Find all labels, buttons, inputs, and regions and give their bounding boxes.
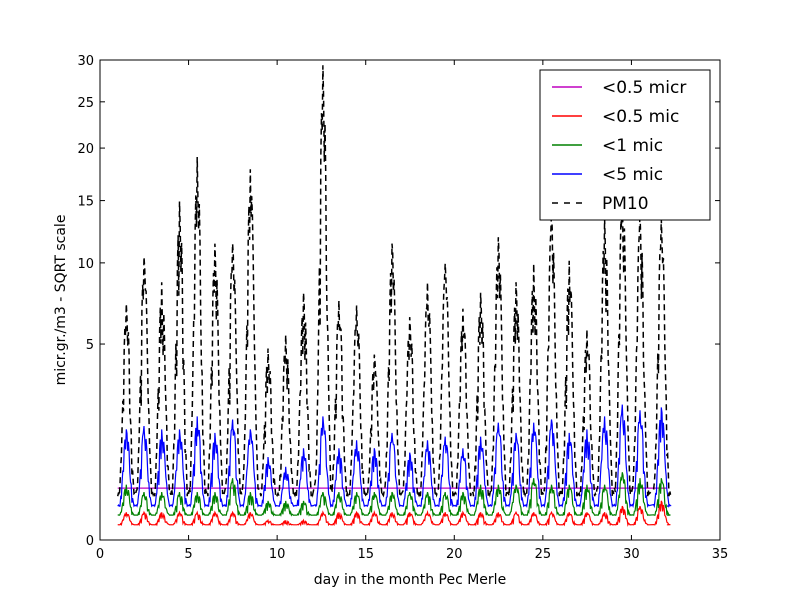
x-tick-label: 25 (535, 547, 552, 562)
x-tick-label: 15 (357, 547, 374, 562)
y-axis-label: micr.gr./m3 - SQRT scale (53, 215, 69, 386)
y-tick-label: 10 (77, 257, 94, 272)
legend-label: <0.5 mic (602, 107, 679, 127)
x-tick-label: 0 (96, 547, 104, 562)
y-tick-label: 30 (77, 54, 94, 69)
series-line-pm10 (116, 65, 672, 498)
x-tick-label: 20 (446, 547, 463, 562)
series-line-lt05-mic (117, 500, 671, 527)
x-tick-label: 5 (184, 547, 192, 562)
x-axis-label: day in the month Pec Merle (314, 572, 506, 588)
y-tick-label: 20 (77, 142, 94, 157)
legend-label: PM10 (602, 194, 649, 214)
y-tick-label: 0 (86, 534, 94, 549)
series-layer (116, 65, 672, 527)
legend-label: <1 mic (602, 136, 663, 156)
x-tick-label: 30 (623, 547, 640, 562)
series-line-lt1-mic (117, 472, 671, 518)
x-tick-label: 10 (269, 547, 286, 562)
y-tick-label: 5 (86, 338, 94, 353)
axes-layer: 0 5 10 15 20 25 30 35 0 5 10 15 20 25 30 (77, 54, 728, 562)
plot-frame (99, 59, 721, 541)
legend: <0.5 micr <0.5 mic <1 mic <5 mic PM10 (539, 69, 711, 221)
y-tick-label: 15 (77, 195, 94, 210)
legend-label: <0.5 micr (602, 78, 686, 98)
series-line-lt5-mic (117, 404, 672, 509)
y-tick-label: 25 (77, 96, 94, 111)
legend-label: <5 mic (602, 165, 663, 185)
x-tick-label: 35 (712, 547, 729, 562)
